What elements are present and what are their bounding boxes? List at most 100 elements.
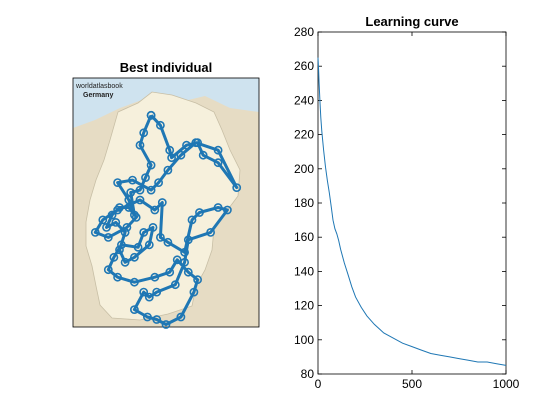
- city-marker: [213, 145, 223, 155]
- map-country-label: Germany: [83, 92, 113, 99]
- y-tick-label: 260: [294, 59, 314, 73]
- city-marker: [126, 188, 136, 197]
- city-marker: [167, 153, 176, 163]
- city-marker: [124, 203, 134, 212]
- city-marker: [148, 222, 158, 232]
- city-marker: [113, 178, 122, 187]
- city-marker: [161, 320, 171, 329]
- learning-curve-line: [317, 57, 507, 366]
- city-marker: [183, 235, 193, 245]
- city-marker: [98, 215, 108, 225]
- plot-area: [317, 31, 507, 375]
- city-marker: [90, 227, 100, 237]
- city-marker: [146, 110, 156, 120]
- city-marker: [189, 287, 199, 297]
- city-marker: [122, 222, 132, 232]
- city-marker: [120, 227, 130, 237]
- city-marker: [135, 140, 145, 150]
- city-marker: [115, 245, 124, 255]
- city-marker: [170, 280, 180, 290]
- y-tick-label: 200: [294, 162, 314, 176]
- city-marker: [232, 183, 242, 192]
- city-marker: [111, 217, 121, 227]
- best-individual-panel: Best individual worldatlasbook Germany: [72, 60, 260, 329]
- y-tick-label: 180: [294, 196, 314, 210]
- city-marker: [176, 312, 186, 322]
- learning-curve-panel: Learning curve 80 100 120 140 160 180 200 220 24…: [294, 14, 520, 391]
- city-marker: [206, 227, 215, 237]
- map-title: Best individual: [120, 60, 212, 75]
- city-marker: [129, 210, 139, 220]
- x-tick-label: 1000: [493, 377, 520, 391]
- x-axis: 0 500 1000: [315, 32, 520, 391]
- city-marker: [113, 272, 122, 282]
- city-marker: [155, 120, 165, 130]
- city-marker: [182, 140, 191, 150]
- city-marker: [213, 158, 223, 168]
- city-marker: [187, 215, 197, 225]
- city-marker: [129, 277, 139, 287]
- y-tick-label: 140: [294, 264, 314, 278]
- city-marker: [193, 275, 202, 285]
- city-marker: [155, 232, 165, 242]
- city-marker: [150, 272, 160, 282]
- city-marker: [198, 150, 208, 160]
- city-marker: [180, 247, 189, 257]
- city-marker: [195, 208, 204, 217]
- city-marker: [144, 292, 154, 302]
- map-brand-label: worldatlasbook: [75, 83, 123, 90]
- route-line: [93, 114, 239, 326]
- city-marker: [128, 175, 137, 185]
- x-tick-label: 0: [315, 377, 322, 391]
- city-marker: [133, 242, 143, 252]
- city-marker: [152, 287, 162, 297]
- city-marker: [129, 252, 139, 262]
- city-marker: [117, 240, 126, 250]
- city-marker: [146, 185, 156, 195]
- y-tick-label: 80: [301, 367, 315, 381]
- city-marker: [129, 305, 139, 314]
- y-tick-label: 160: [294, 230, 314, 244]
- city-marker: [120, 257, 130, 267]
- city-marker: [150, 205, 160, 215]
- city-marker: [183, 267, 193, 277]
- curve-title: Learning curve: [365, 14, 458, 29]
- city-marker: [154, 178, 163, 187]
- city-marker: [222, 205, 232, 215]
- city-marker: [139, 287, 149, 297]
- city-marker: [152, 315, 162, 324]
- city-marker: [135, 185, 145, 195]
- city-marker: [146, 160, 156, 170]
- y-tick-label: 280: [294, 25, 314, 39]
- y-tick-label: 220: [294, 128, 314, 142]
- city-marker: [172, 255, 182, 265]
- city-marker: [135, 195, 145, 205]
- city-marker: [176, 150, 186, 160]
- city-marker: [139, 227, 149, 237]
- city-marker: [157, 198, 167, 207]
- x-tick-label: 500: [402, 377, 422, 391]
- y-axis: 80 100 120 140 160 180 200 220 240 260 280: [294, 25, 506, 381]
- y-tick-label: 240: [294, 93, 314, 107]
- city-marker: [163, 165, 173, 175]
- city-marker: [103, 265, 113, 275]
- city-marker: [142, 312, 152, 322]
- city-marker: [107, 210, 117, 220]
- route-layer: [90, 110, 242, 329]
- city-marker: [144, 240, 154, 250]
- map-frame: [72, 77, 260, 328]
- y-tick-label: 100: [294, 333, 314, 347]
- north-sea: [73, 78, 259, 128]
- city-marker: [163, 237, 173, 247]
- y-tick-label: 120: [294, 299, 314, 313]
- city-marker: [102, 222, 111, 232]
- city-marker: [139, 128, 149, 138]
- city-marker: [213, 203, 223, 212]
- city-marker: [180, 257, 189, 267]
- city-marker: [141, 173, 150, 182]
- city-marker: [109, 252, 119, 262]
- city-marker: [115, 203, 124, 212]
- city-marker: [191, 138, 201, 148]
- city-marker: [103, 232, 113, 242]
